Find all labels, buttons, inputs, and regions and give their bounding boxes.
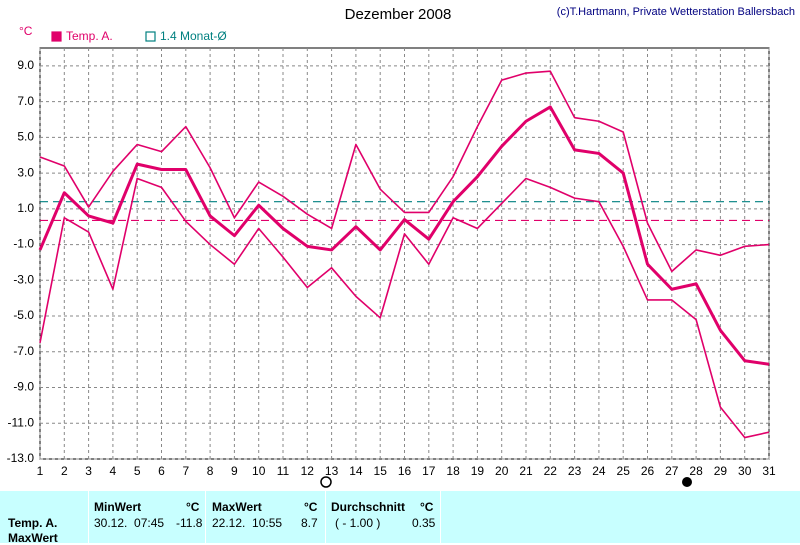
separator	[205, 491, 206, 543]
x-tick-label: 27	[665, 464, 679, 478]
x-tick-label: 7	[182, 464, 189, 478]
x-tick-label: 9	[231, 464, 238, 478]
col-value: 8.7	[301, 516, 318, 530]
x-tick-label: 25	[617, 464, 631, 478]
x-tick-label: 15	[374, 464, 388, 478]
legend-swatch	[51, 31, 62, 42]
x-tick-label: 8	[207, 464, 214, 478]
x-tick-label: 11	[277, 464, 290, 478]
series-line	[39, 70, 770, 273]
col-value: -11.8	[176, 516, 203, 530]
x-tick-label: 13	[325, 464, 339, 478]
x-tick-label: 23	[568, 464, 582, 478]
credit: (c)T.Hartmann, Private Wetterstation Bal…	[557, 6, 795, 18]
y-tick-label: -3.0	[13, 272, 34, 286]
moon-new	[320, 476, 332, 488]
col-unit: °C	[186, 500, 200, 514]
row-label: MaxWert	[8, 531, 58, 545]
y-unit: °C	[19, 24, 33, 38]
row-label: Temp. A.	[8, 516, 58, 530]
y-tick-label: 7.0	[17, 94, 34, 108]
y-tick-label: -5.0	[13, 308, 34, 322]
separator	[325, 491, 326, 543]
col-time: 30.12. 07:45	[94, 516, 165, 530]
x-tick-label: 31	[762, 464, 776, 478]
chart-title: Dezember 2008	[345, 6, 452, 23]
y-tick-label: -1.0	[13, 237, 34, 251]
legend: Temp. A. 1.4 Monat-Ø	[51, 29, 227, 43]
y-tick-label: 5.0	[17, 130, 34, 144]
x-tick-label: 28	[689, 464, 703, 478]
x-tick-label: 17	[422, 464, 436, 478]
y-tick-label: 3.0	[17, 165, 34, 179]
legend-swatch	[145, 31, 156, 42]
separator	[440, 491, 441, 543]
col-time: 22.12. 10:55	[212, 516, 283, 530]
legend-label: 1.4 Monat-Ø	[160, 29, 227, 43]
x-tick-label: 4	[110, 464, 117, 478]
col-time: ( - 1.00 )	[335, 516, 381, 530]
x-tick-label: 29	[714, 464, 728, 478]
x-tick-label: 21	[519, 464, 533, 478]
x-tick-label: 10	[252, 464, 266, 478]
y-tick-label: 1.0	[17, 201, 34, 215]
y-tick-label: -9.0	[13, 380, 34, 394]
x-tick-label: 3	[85, 464, 92, 478]
y-tick-label: -7.0	[13, 344, 34, 358]
x-tick-label: 26	[641, 464, 655, 478]
x-tick-label: 1	[37, 464, 44, 478]
x-tick-label: 19	[471, 464, 485, 478]
col-unit: °C	[420, 500, 434, 514]
x-tick-label: 16	[398, 464, 412, 478]
x-tick-label: 22	[544, 464, 558, 478]
x-tick-label: 2	[61, 464, 68, 478]
series-line	[39, 177, 770, 439]
x-tick-label: 12	[301, 464, 315, 478]
y-tick-label: -11.0	[8, 415, 35, 429]
stats-panel: Temp. A. MaxWert MinWert °C 30.12. 07:45…	[0, 491, 800, 545]
x-tick-label: 5	[134, 464, 141, 478]
col-header: MinWert	[94, 500, 142, 514]
separator	[88, 491, 89, 543]
x-tick-label: 18	[446, 464, 460, 478]
legend-label: Temp. A.	[66, 29, 113, 43]
col-value: 0.35	[412, 516, 436, 530]
x-tick-label: 30	[738, 464, 752, 478]
x-tick-label: 14	[349, 464, 363, 478]
col-header: Durchschnitt	[331, 500, 406, 514]
x-tick-label: 20	[495, 464, 509, 478]
series-line	[38, 105, 770, 366]
chart: Dezember 2008 (c)T.Hartmann, Private Wet…	[7, 6, 795, 488]
col-header: MaxWert	[212, 500, 262, 514]
moon-full	[682, 477, 692, 487]
y-tick-label: 9.0	[17, 58, 34, 72]
x-tick-label: 24	[592, 464, 606, 478]
y-tick-label: -13.0	[7, 451, 35, 465]
col-unit: °C	[304, 500, 318, 514]
x-tick-label: 6	[158, 464, 165, 478]
